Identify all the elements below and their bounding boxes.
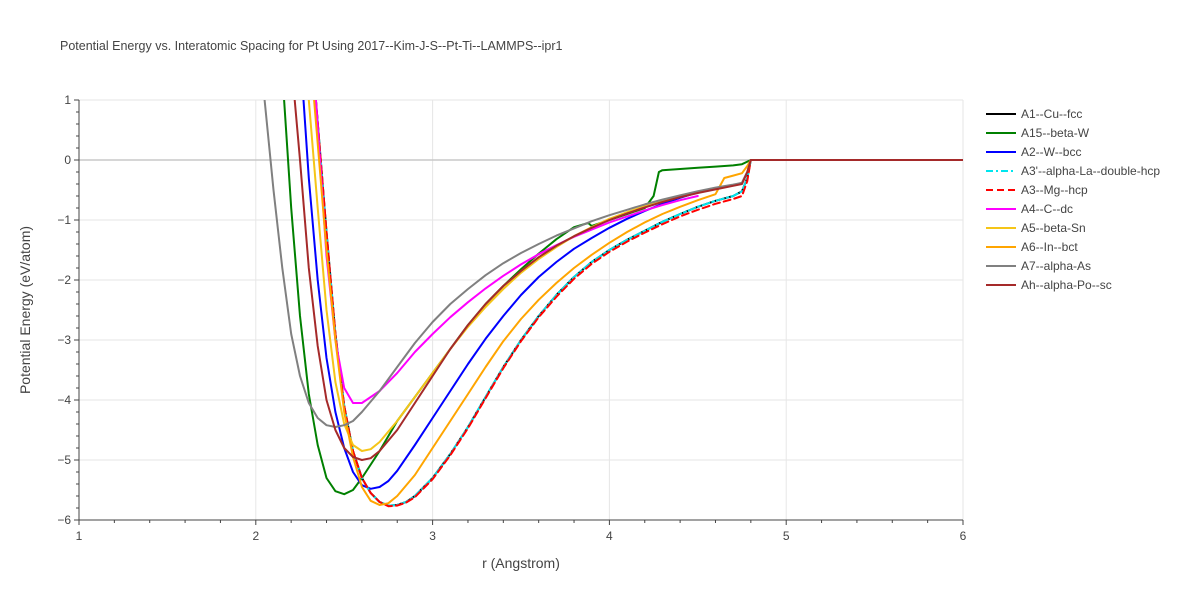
x-tick-label: 5 bbox=[783, 529, 790, 543]
legend-item[interactable]: A1--Cu--fcc bbox=[986, 107, 1082, 121]
y-tick-label: 1 bbox=[64, 93, 71, 107]
y-tick-label: −1 bbox=[57, 213, 71, 227]
legend-item[interactable]: Ah--alpha-Po--sc bbox=[986, 278, 1112, 292]
legend-label: A4--C--dc bbox=[1021, 202, 1073, 216]
legend-item[interactable]: A4--C--dc bbox=[986, 202, 1073, 216]
y-tick-label: −2 bbox=[57, 273, 71, 287]
legend-item[interactable]: A5--beta-Sn bbox=[986, 221, 1086, 235]
legend-item[interactable]: A15--beta-W bbox=[986, 126, 1090, 140]
legend-label: A15--beta-W bbox=[1021, 126, 1090, 140]
legend-label: A3--Mg--hcp bbox=[1021, 183, 1088, 197]
series-line-7[interactable] bbox=[313, 100, 963, 506]
series-line-9[interactable] bbox=[293, 100, 963, 461]
legend-label: A5--beta-Sn bbox=[1021, 221, 1086, 235]
x-tick-label: 4 bbox=[606, 529, 613, 543]
legend-label: Ah--alpha-Po--sc bbox=[1021, 278, 1112, 292]
legend-item[interactable]: A2--W--bcc bbox=[986, 145, 1081, 159]
series-line-4[interactable] bbox=[314, 100, 963, 508]
y-axis-title: Potential Energy (eV/atom) bbox=[17, 226, 33, 394]
series-layer bbox=[263, 100, 964, 508]
x-tick-label: 2 bbox=[252, 529, 259, 543]
legend[interactable]: A1--Cu--fcc A15--beta-W A2--W--bcc A3'--alp… bbox=[986, 107, 1160, 292]
x-tick-label: 1 bbox=[76, 529, 83, 543]
y-tick-label: 0 bbox=[64, 153, 71, 167]
x-axis-title: r (Angstrom) bbox=[482, 555, 560, 571]
grid bbox=[79, 99, 964, 520]
y-tick-label: −3 bbox=[57, 333, 71, 347]
legend-label: A2--W--bcc bbox=[1021, 145, 1081, 159]
legend-label: A6--In--bct bbox=[1021, 240, 1078, 254]
legend-item[interactable]: A6--In--bct bbox=[986, 240, 1078, 254]
legend-item[interactable]: A3--Mg--hcp bbox=[986, 183, 1088, 197]
series-line-8[interactable] bbox=[263, 100, 963, 428]
legend-label: A7--alpha-As bbox=[1021, 259, 1091, 273]
legend-label: A3'--alpha-La--double-hcp bbox=[1021, 164, 1160, 178]
series-line-6[interactable] bbox=[307, 100, 963, 452]
series-line-1[interactable] bbox=[283, 100, 963, 496]
x-tick-label: 3 bbox=[429, 529, 436, 543]
chart-title: Potential Energy vs. Interatomic Spacing… bbox=[60, 39, 563, 53]
y-tick-label: −4 bbox=[57, 393, 71, 407]
series-line-5[interactable] bbox=[314, 100, 699, 404]
tick-labels: 1 2 3 4 5 6 1 0 −1 −2 −3 −4 −5 −6 bbox=[57, 93, 966, 543]
axes bbox=[74, 99, 964, 525]
legend-label: A1--Cu--fcc bbox=[1021, 107, 1082, 121]
y-tick-label: −5 bbox=[57, 453, 71, 467]
series-line-2[interactable] bbox=[302, 100, 964, 490]
legend-item[interactable]: A7--alpha-As bbox=[986, 259, 1091, 273]
x-tick-label: 6 bbox=[960, 529, 967, 543]
y-tick-label: −6 bbox=[57, 513, 71, 527]
legend-item[interactable]: A3'--alpha-La--double-hcp bbox=[986, 164, 1160, 178]
